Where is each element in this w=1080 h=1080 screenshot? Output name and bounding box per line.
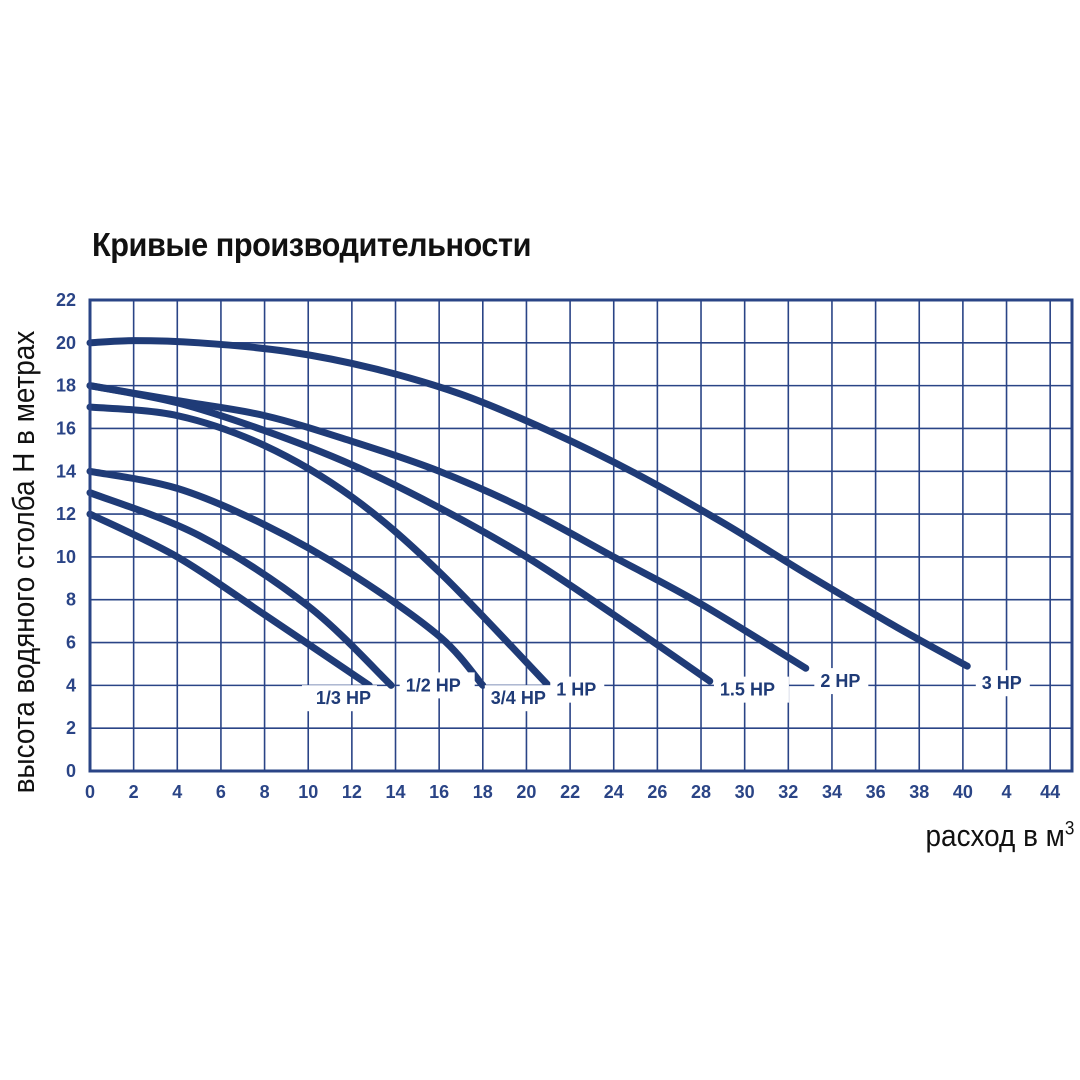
plot-border	[88, 298, 1074, 773]
curve-label: 3/4 HP	[491, 688, 546, 708]
x-tick-label: 18	[473, 782, 493, 802]
y-tick-label: 18	[56, 376, 76, 396]
x-tick-label: 0	[85, 782, 95, 802]
series-line-6	[86, 337, 971, 670]
x-tick-label: 2	[129, 782, 139, 802]
curve-labels: 1/3 HP 1/2 HP 3/4 HP 1 HP 1.5 HP 2 HP 3 HP	[301, 668, 1030, 712]
y-tick-label: 16	[56, 418, 76, 438]
x-tick-label: 44	[1040, 782, 1060, 802]
x-tick-label: 8	[260, 782, 270, 802]
curve-label-bg	[399, 672, 475, 699]
x-tick-label: 16	[429, 782, 449, 802]
axis-ticks: 0 2 4 6 8 10 12 14 16 18 20 22 24 26 28 30 32 34 36 38 40 4 44…	[56, 290, 1060, 802]
curve-label-bg	[301, 685, 377, 712]
series-line-4	[86, 382, 714, 685]
series-lines	[86, 337, 971, 689]
y-tick-label: 20	[56, 333, 76, 353]
curve-label-bg	[814, 668, 869, 695]
x-tick-label: 14	[385, 782, 405, 802]
y-tick-label: 10	[56, 547, 76, 567]
chart-title: Кривые производительности	[92, 226, 532, 263]
curve-label: 2 HP	[820, 671, 860, 691]
y-tick-label: 14	[56, 461, 76, 481]
x-axis-label-text: расход в м	[925, 818, 1065, 853]
x-tick-label: 12	[342, 782, 362, 802]
curve-label-bg	[975, 670, 1030, 697]
x-axis-label: расход в м3	[925, 818, 1074, 854]
x-tick-label: 40	[953, 782, 973, 802]
curve-label: 1.5 HP	[720, 680, 775, 700]
x-tick-label: 10	[298, 782, 318, 802]
y-tick-label: 8	[66, 590, 76, 610]
x-tick-label: 32	[778, 782, 798, 802]
curve-label-bg	[713, 676, 789, 703]
x-tick-label: 24	[604, 782, 624, 802]
curve-label: 3 HP	[982, 673, 1022, 693]
series-line-3	[86, 403, 552, 689]
x-tick-label: 34	[822, 782, 842, 802]
x-tick-label: 4	[172, 782, 182, 802]
y-tick-label: 4	[66, 675, 76, 695]
curve-label: 1/2 HP	[406, 675, 461, 695]
y-tick-label: 22	[56, 290, 76, 310]
series-line-0	[86, 510, 373, 689]
x-tick-label: 36	[866, 782, 886, 802]
x-tick-label: 6	[216, 782, 226, 802]
series-line-1	[86, 489, 395, 689]
x-tick-label: 26	[647, 782, 667, 802]
y-tick-label: 6	[66, 633, 76, 653]
y-tick-label: 12	[56, 504, 76, 524]
curve-label: 1/3 HP	[316, 688, 371, 708]
x-tick-label: 28	[691, 782, 711, 802]
x-tick-label: 20	[516, 782, 536, 802]
curve-label-bg	[484, 685, 560, 712]
x-tick-label: 38	[909, 782, 929, 802]
curve-label: 1 HP	[556, 680, 596, 700]
series-line-5	[86, 382, 810, 672]
x-tick-label: 30	[735, 782, 755, 802]
y-tick-label: 0	[66, 761, 76, 781]
x-tick-label: 4	[1002, 782, 1012, 802]
plot-frame	[88, 298, 1074, 773]
curve-label-bg	[550, 676, 605, 703]
x-axis-label-sup: 3	[1064, 818, 1074, 840]
series-line-2	[86, 467, 487, 689]
y-tick-label: 2	[66, 718, 76, 738]
x-tick-label: 22	[560, 782, 580, 802]
